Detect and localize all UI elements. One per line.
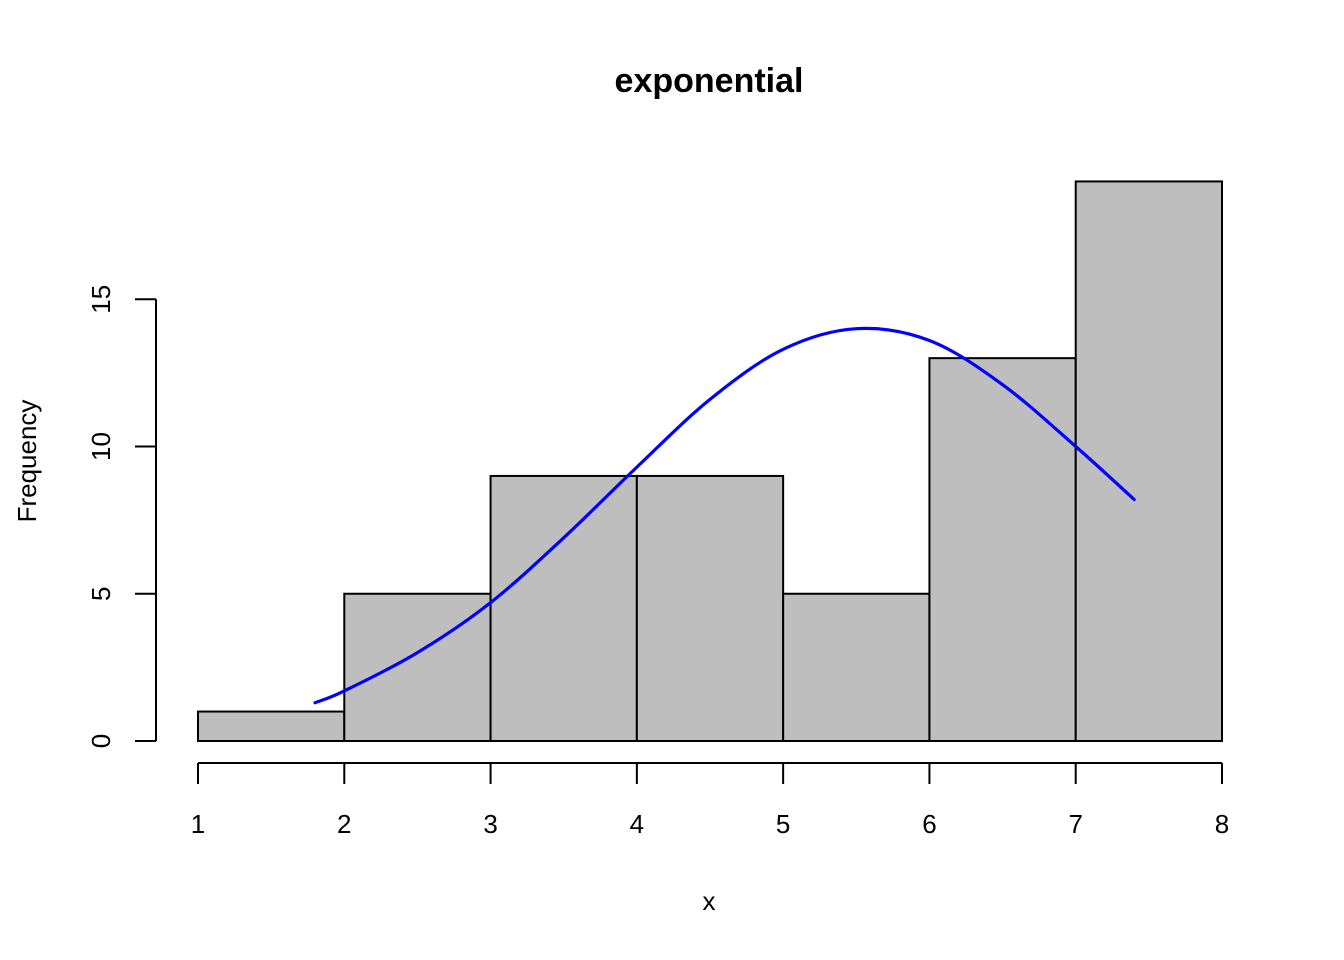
x-tick-label: 7 [1068, 809, 1082, 839]
x-tick-label: 4 [630, 809, 644, 839]
x-tick-label: 8 [1215, 809, 1229, 839]
y-tick-label: 5 [86, 587, 116, 601]
chart-title: exponential [615, 62, 804, 100]
x-tick-label: 6 [922, 809, 936, 839]
histogram-bar-1 [197, 710, 346, 742]
x-tick-label: 2 [337, 809, 351, 839]
histogram-bar-3 [489, 474, 638, 742]
histogram-bar-6 [928, 357, 1077, 742]
histogram-bar-7 [1074, 180, 1223, 742]
y-axis: 0 5 10 15 [86, 285, 157, 748]
y-tick-label: 10 [86, 432, 116, 461]
fit-curve-line [313, 326, 1136, 705]
bars-group [197, 180, 1223, 742]
x-tick-label: 5 [776, 809, 790, 839]
y-tick-label: 15 [86, 285, 116, 314]
x-tick-label: 1 [191, 809, 205, 839]
histogram-bar-5 [782, 592, 931, 742]
y-axis-label: Frequency [12, 400, 42, 523]
y-tick-label: 0 [86, 734, 116, 748]
x-axis-label: x [703, 886, 716, 916]
x-axis: 1 2 3 4 5 6 7 8 [191, 762, 1229, 839]
histogram-bar-4 [635, 474, 785, 742]
histogram-bar-2 [343, 592, 492, 742]
x-tick-label: 3 [483, 809, 497, 839]
